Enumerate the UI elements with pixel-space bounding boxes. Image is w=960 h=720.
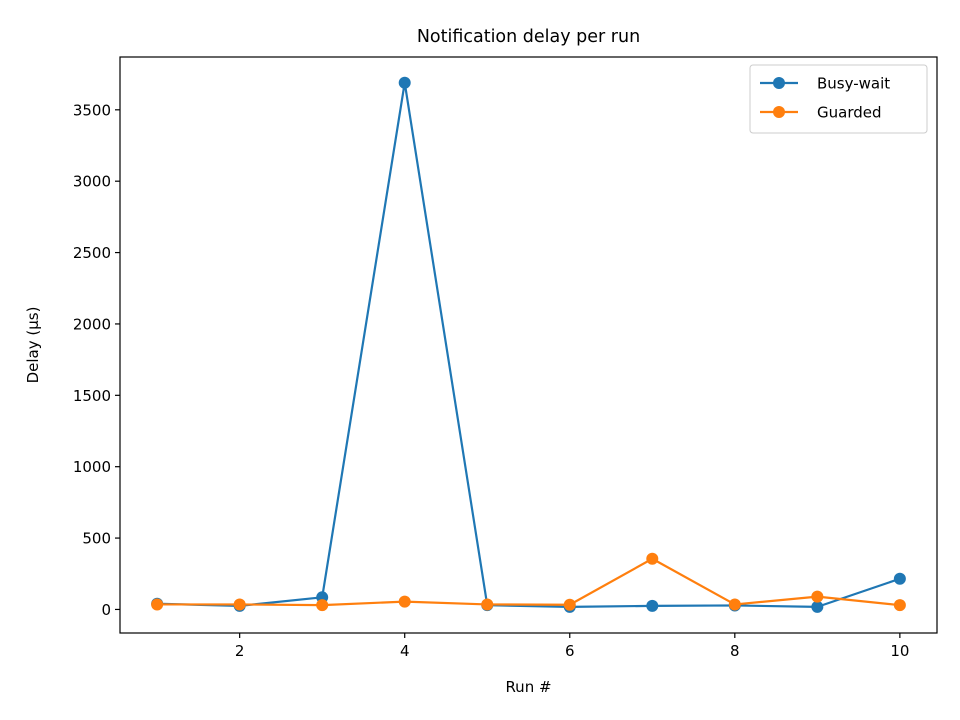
legend-label-busy-wait: Busy-wait [817, 75, 890, 93]
data-point-guarded [233, 598, 246, 611]
plot-frame [119, 56, 938, 634]
series-line-busy-wait [157, 81, 901, 608]
data-point-busy-wait [893, 572, 906, 585]
y-tick-label: 3000 [73, 173, 111, 191]
x-axis: 2 4 6 8 10 [235, 633, 909, 660]
y-tick-label: 2000 [73, 315, 111, 333]
legend-swatch-marker-guarded [773, 106, 785, 118]
plot-area [151, 76, 906, 613]
data-point-busy-wait [811, 600, 824, 613]
data-point-busy-wait [398, 76, 411, 89]
data-point-guarded [151, 598, 164, 611]
y-tick-label: 3500 [73, 101, 111, 119]
y-tick-label: 0 [101, 601, 111, 619]
y-axis: 0 500 1000 1500 2000 2500 3000 3500 [73, 101, 120, 619]
y-tick-label: 2500 [73, 244, 111, 262]
data-point-guarded [893, 599, 906, 612]
data-point-guarded [811, 590, 824, 603]
y-tick-label: 1500 [73, 387, 111, 405]
series-line-guarded [157, 557, 900, 607]
data-point-guarded [646, 552, 659, 565]
y-tick-label: 1000 [73, 458, 111, 476]
data-point-guarded [481, 598, 494, 611]
y-tick-label: 500 [82, 530, 111, 548]
data-point-busy-wait [646, 599, 659, 612]
x-tick-label: 10 [890, 642, 909, 660]
legend: Busy-wait Guarded [749, 64, 928, 134]
x-tick-label: 2 [235, 642, 245, 660]
legend-swatch-marker-busy-wait [773, 77, 785, 89]
y-axis-label: Delay (µs) [24, 307, 42, 384]
data-point-guarded [398, 595, 411, 608]
legend-label-guarded: Guarded [817, 104, 882, 122]
x-tick-label: 4 [400, 642, 410, 660]
data-point-guarded [728, 598, 741, 611]
data-point-guarded [316, 599, 329, 612]
chart-title: Notification delay per run [417, 27, 640, 47]
x-tick-label: 8 [730, 642, 740, 660]
x-axis-label: Run # [505, 678, 551, 696]
x-tick-label: 6 [565, 642, 575, 660]
data-point-guarded [563, 598, 576, 611]
